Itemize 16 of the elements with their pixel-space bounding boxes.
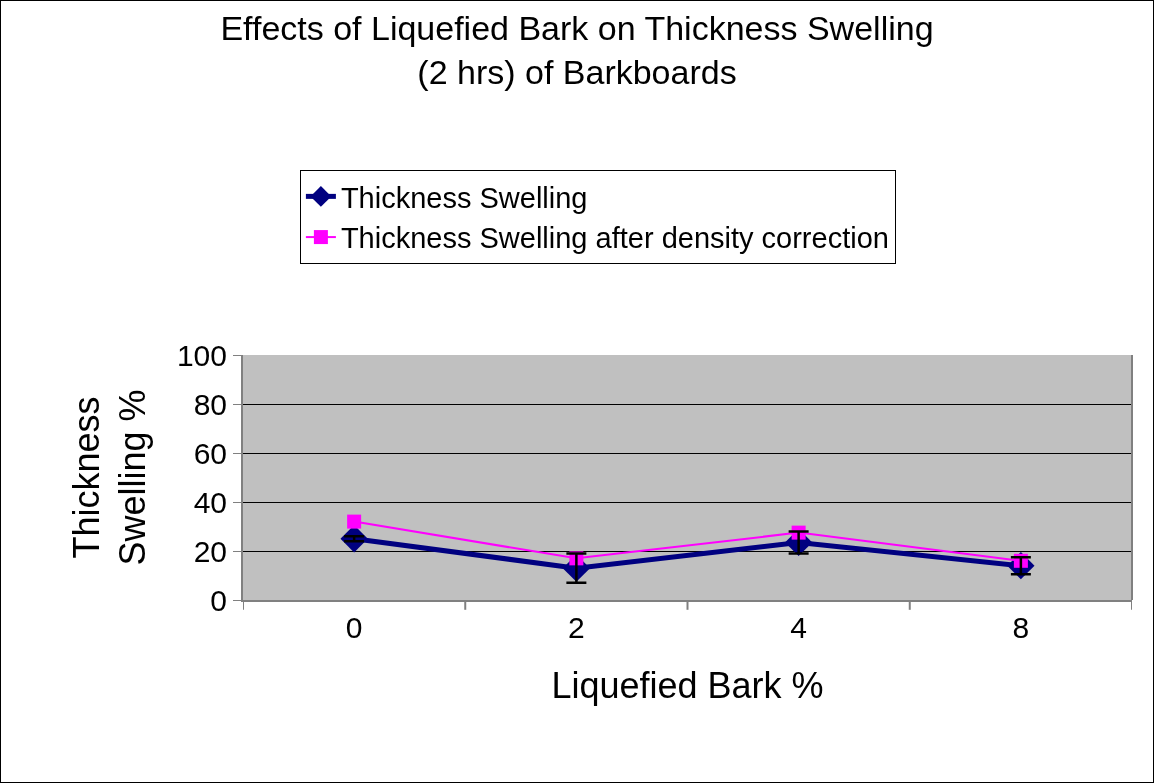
legend-label: Thickness Swelling	[340, 181, 588, 214]
y-tick-label: 80	[193, 387, 227, 421]
x-tick-label: 0	[345, 611, 363, 644]
x-tick-label: 4	[790, 611, 807, 644]
point	[347, 514, 362, 529]
x-tick-label: 2	[568, 611, 585, 644]
legend-label: Thickness Swelling after density correction	[340, 222, 889, 255]
chart-title: Effects of Liquefied Bark on Thickness Swelling (2 hrs) of Barkboards	[220, 9, 934, 92]
y-tick-label: 100	[176, 338, 227, 372]
y-tick-label: 40	[193, 485, 227, 519]
x-tick-label: 8	[1012, 611, 1030, 644]
y-tick-label: 60	[193, 436, 227, 470]
y-axis-title: Thickness Swelling %	[65, 389, 154, 566]
y-tick-label: 20	[193, 534, 227, 568]
x-axis-title: Liquefied Bark %	[551, 665, 824, 707]
y-tick-label: 0	[210, 583, 227, 617]
